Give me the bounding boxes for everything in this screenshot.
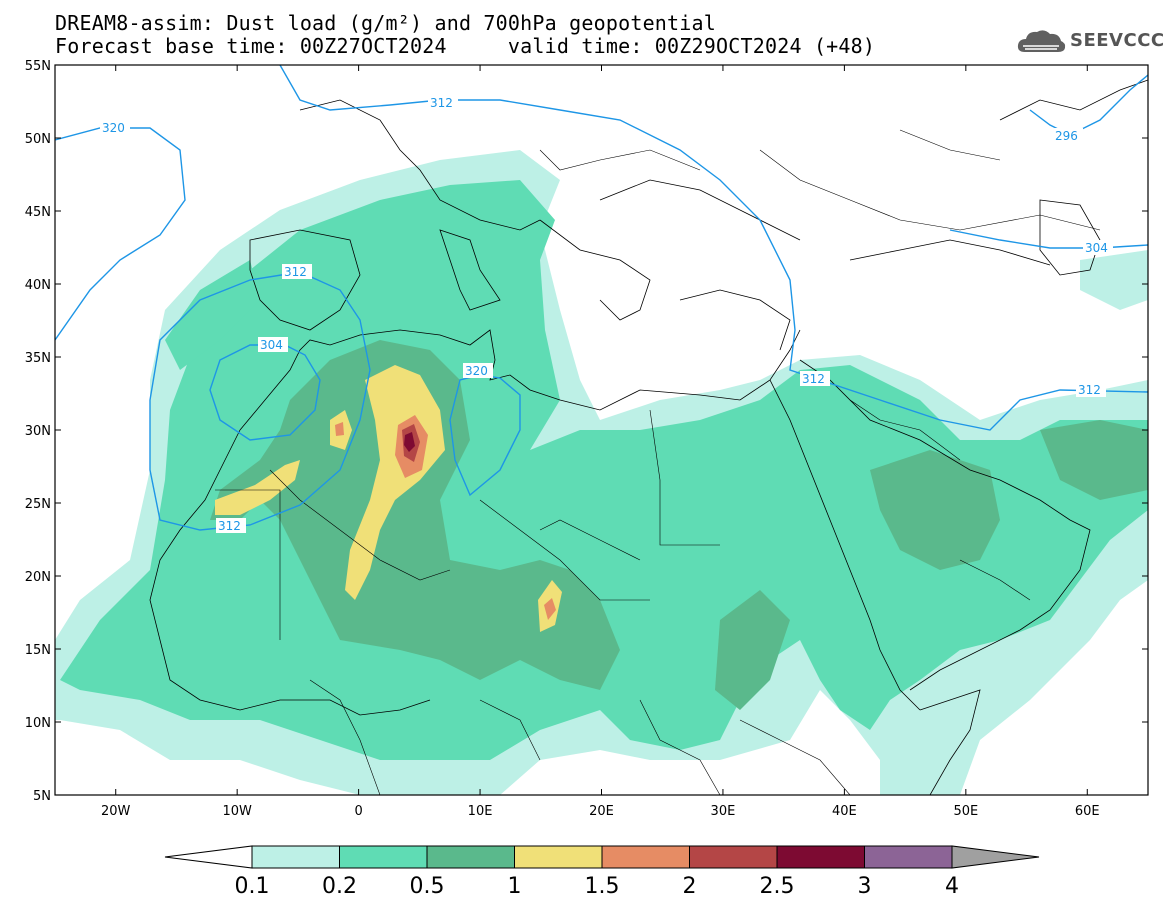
lon-tick-label: 30E [711,804,736,819]
latitude-axis: 55N 50N 45N 40N 35N 30N 25N 20N 15N 10N 5N [25,59,1148,804]
contour-label: 312 [284,265,307,279]
colorbar-label: 0.5 [410,874,445,899]
map-title: DREAM8-assim: Dust load (g/m²) and 700hP… [55,11,717,35]
longitude-axis: 20W 10W 0 10E 20E 30E 40E 50E 60E [101,65,1100,819]
dust-field: 312 320 296 312 304 312 304 320 312 312 [55,65,1148,795]
lon-tick-label: 10W [222,804,252,819]
country-borders [215,129,1101,795]
dust-region-darkred [404,432,415,452]
contour-296 [1029,74,1148,136]
colorbar-box [426,845,515,869]
lat-tick-label: 10N [25,716,51,731]
lat-tick-label: 5N [33,789,51,804]
logo-text: SEEVCCC [1070,30,1165,51]
contour-label: 312 [1078,383,1101,397]
colorbar-label: 0.2 [322,874,357,899]
colorbar-label: 3 [858,874,872,899]
contour-label: 312 [430,96,453,110]
colorbar-label: 4 [945,874,959,899]
lat-tick-label: 15N [25,643,51,658]
dust-region-light-2 [165,260,260,370]
contour-320-loop [449,374,521,497]
lon-tick-label: 20E [589,804,614,819]
contour-label: 320 [102,121,125,135]
dust-region-lightest-2 [1080,250,1148,310]
lat-tick-label: 55N [25,59,51,74]
lon-tick-label: 20W [101,804,131,819]
dust-region-yellow-2 [215,460,300,515]
contour-label: 304 [1085,241,1108,255]
contour-304-loop [209,344,321,441]
contour-label: 304 [260,338,283,352]
colorbar-box [251,845,340,869]
colorbar-label: 0.1 [235,874,270,899]
dust-region-mid-3 [715,590,790,710]
forecast-time-line: Forecast base time: 00Z27OCT2024 valid t… [55,34,876,58]
colorbar: 0.1 0.2 0.5 1 1.5 2 2.5 3 4 [164,845,1040,899]
contour-304-east [949,229,1148,249]
lon-tick-label: 50E [953,804,978,819]
lat-tick-label: 35N [25,351,51,366]
contour-label: 320 [465,364,488,378]
colorbar-label: 1.5 [585,874,620,899]
dust-region-mid [210,340,620,690]
contour-312-north [279,65,1148,431]
colorbar-label: 2 [683,874,697,899]
colorbar-box [776,845,865,869]
colorbar-under-triangle [164,845,253,869]
lat-tick-label: 50N [25,132,51,147]
seevccc-logo: SEEVCCC [1015,24,1164,58]
contour-label: 312 [802,372,825,386]
colorbar-label: 1 [508,874,522,899]
colorbar-box [864,845,953,869]
lon-tick-label: 40E [832,804,857,819]
dust-region-mid-4 [1040,420,1148,500]
lon-tick-label: 60E [1075,804,1100,819]
lat-tick-label: 30N [25,424,51,439]
colorbar-box [601,845,690,869]
cloud-icon [1017,30,1066,52]
colorbar-box [689,845,778,869]
colorbar-box [339,845,428,869]
dust-region-mid-2 [870,450,1000,570]
lat-tick-label: 20N [25,570,51,585]
lat-tick-label: 40N [25,278,51,293]
colorbar-label: 2.5 [760,874,795,899]
coastlines [149,79,1148,795]
contour-label: 312 [218,519,241,533]
contour-label: 296 [1055,129,1078,143]
lat-tick-label: 25N [25,497,51,512]
dust-region-orange-3 [335,422,344,436]
lon-tick-label: 0 [354,804,362,819]
colorbar-over-triangle [951,845,1040,869]
lat-tick-label: 45N [25,205,51,220]
dust-region-orange-2 [544,598,556,620]
contour-labels: 312 320 296 312 304 312 304 320 312 312 [100,95,1113,533]
lon-tick-label: 10E [468,804,493,819]
colorbar-box [514,845,603,869]
